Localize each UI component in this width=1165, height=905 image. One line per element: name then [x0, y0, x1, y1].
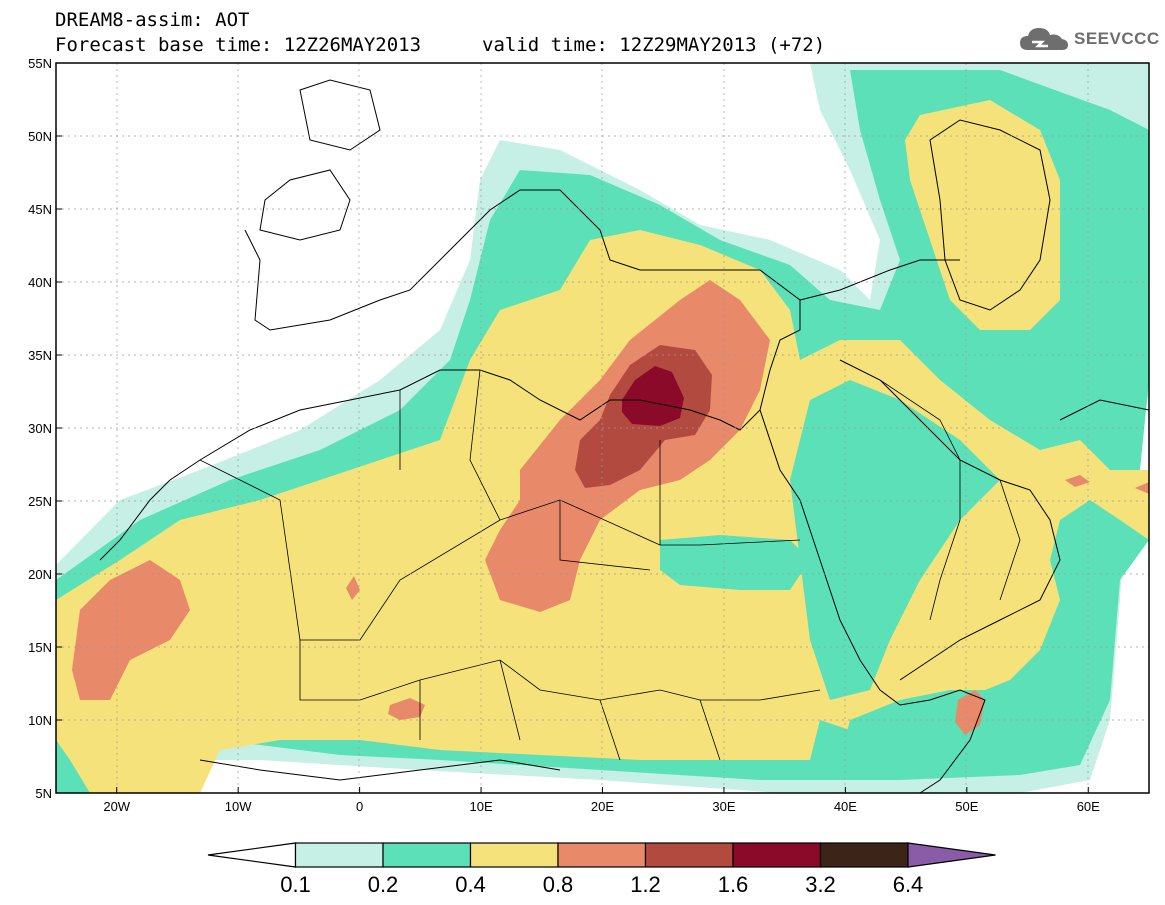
lat-label: 45N — [28, 202, 52, 217]
lat-label: 25N — [28, 494, 52, 509]
cloud-icon — [1020, 28, 1068, 50]
lat-label: 55N — [28, 56, 52, 71]
aot-band-0.2-eastafrica — [840, 690, 1040, 770]
lat-label: 35N — [28, 348, 52, 363]
lat-label: 5N — [35, 786, 52, 801]
aot-band-0.2-sahel — [660, 535, 810, 590]
colorbar-label: 0.4 — [455, 872, 486, 897]
colorbar-segment — [294, 842, 384, 868]
lat-label: 30N — [28, 421, 52, 436]
colorbar-segment — [819, 842, 909, 868]
lon-label: 50E — [955, 799, 978, 814]
colorbar-segment — [469, 842, 559, 868]
aot-band-0.8-arabiansea — [1065, 475, 1149, 494]
colorbar-segment — [644, 842, 734, 868]
lon-label: 30E — [712, 799, 735, 814]
aot-band-1.6 — [622, 366, 684, 426]
colorbar-label: 6.4 — [893, 872, 924, 897]
colorbar: 0.1 0.2 0.4 0.8 1.2 1.6 3.2 6.4 — [207, 842, 996, 897]
colorbar-arrow-high — [907, 842, 996, 868]
valid-time: valid time: 12Z29MAY2013 (+72) — [482, 34, 826, 56]
lon-label: 40E — [834, 799, 857, 814]
lon-label: 10W — [225, 799, 252, 814]
lon-label: 0 — [356, 799, 363, 814]
aot-band-0.8-somalia — [955, 690, 985, 735]
aot-band-0.8-mali — [346, 576, 360, 600]
lon-label: 60E — [1077, 799, 1100, 814]
colorbar-segment — [382, 842, 472, 868]
lat-label: 10N — [28, 713, 52, 728]
seevccc-logo: SEEVCCC — [1018, 24, 1160, 54]
latitude-axis: 55N 50N 45N 40N 35N 30N 25N 20N 15N 10N 5N — [28, 56, 62, 801]
coastlines — [99, 79, 1149, 793]
lat-label: 40N — [28, 275, 52, 290]
colorbar-segment — [557, 842, 647, 868]
colorbar-label: 0.8 — [543, 872, 574, 897]
aot-band-0.2-redsea — [790, 380, 1000, 700]
map-title: DREAM8-assim: AOT — [55, 9, 250, 31]
lat-label: 15N — [28, 640, 52, 655]
aot-field — [56, 63, 1149, 793]
colorbar-label: 0.1 — [280, 872, 311, 897]
colorbar-arrow-low — [207, 842, 297, 868]
aot-band-0.8-westafrica — [72, 560, 190, 700]
colorbar-label: 0.2 — [368, 872, 399, 897]
borders — [199, 369, 1021, 761]
forecast-base-time: Forecast base time: 12Z26MAY2013 — [55, 34, 422, 56]
colorbar-label: 1.2 — [630, 872, 661, 897]
logo-text: SEEVCCC — [1074, 29, 1160, 48]
colorbar-segment — [732, 842, 822, 868]
lat-label: 20N — [28, 567, 52, 582]
aot-band-0.4-caspian — [905, 100, 1060, 330]
gridlines — [56, 63, 1149, 793]
colorbar-label: 3.2 — [805, 872, 836, 897]
colorbar-label: 1.6 — [718, 872, 749, 897]
lon-label: 20E — [591, 799, 614, 814]
longitude-axis: 20W 10W 0 10E 20E 30E 40E 50E 60E — [103, 787, 1100, 814]
lon-label: 10E — [469, 799, 492, 814]
aot-band-0.8-niger — [388, 698, 425, 720]
lon-label: 20W — [103, 799, 130, 814]
lat-label: 50N — [28, 129, 52, 144]
